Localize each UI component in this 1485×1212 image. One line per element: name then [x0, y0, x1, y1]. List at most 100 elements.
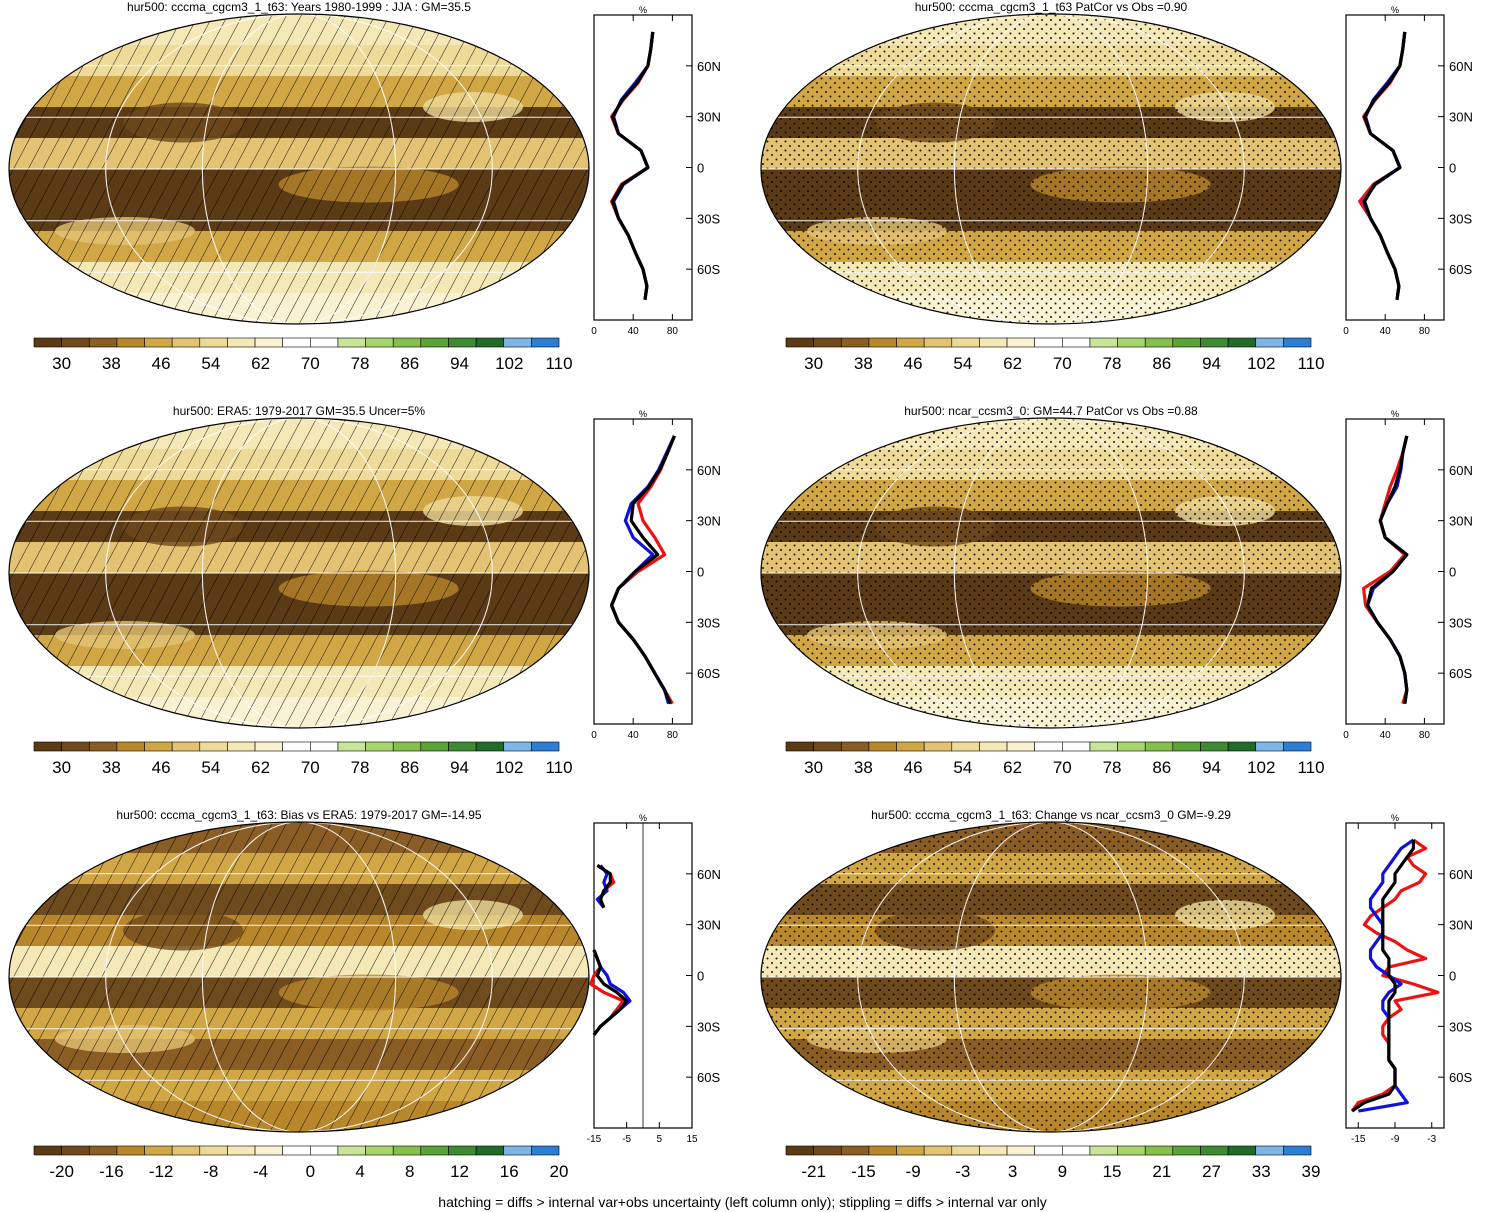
panel-title-3: hur500: ERA5: 1979-2017 GM=35.5 Uncer=5% [172, 404, 426, 418]
colorbar-swatch [448, 1145, 477, 1156]
lat-tick-label: 60S [1449, 262, 1472, 277]
colorbar-label: 27 [1202, 1162, 1221, 1181]
profile-axis-label: % [639, 409, 647, 419]
lat-tick-label: 30N [1449, 110, 1473, 125]
colorbar-swatch [813, 1145, 842, 1156]
profile-tick-label: 80 [1419, 326, 1431, 337]
colorbar-swatch [1006, 337, 1035, 348]
colorbar-label: 12 [450, 1162, 469, 1181]
profile-tick-label: 40 [628, 326, 640, 337]
zonal-profile: % 60N 30N 0 30S 60S 0 40 80 [1343, 409, 1473, 741]
profile-tick-label: 0 [591, 326, 597, 337]
colorbar-label: 78 [1103, 354, 1122, 373]
colorbar-swatch [420, 1145, 449, 1156]
colorbar-swatch [392, 741, 422, 752]
colorbar-label: 86 [1152, 354, 1171, 373]
colorbar-swatch [868, 1145, 897, 1156]
colorbar-swatch [1062, 1145, 1091, 1156]
colorbar-swatch [813, 337, 842, 348]
map [761, 14, 1341, 324]
colorbar-swatch [61, 337, 90, 348]
colorbar-swatch [227, 741, 256, 752]
colorbar-swatch [282, 1145, 311, 1156]
map [9, 822, 589, 1132]
colorbar-label: 70 [301, 354, 320, 373]
lat-tick-label: 60N [1449, 59, 1473, 74]
colorbar-swatch [785, 1145, 814, 1156]
colorbar-label: 62 [1003, 758, 1022, 777]
colorbar-label: 94 [1202, 354, 1221, 373]
profile-tick-label: -15 [587, 1134, 602, 1145]
colorbar-swatch [840, 337, 870, 348]
colorbar-swatch [1089, 337, 1118, 348]
colorbar-swatch [448, 741, 477, 752]
profile-line-black [1351, 839, 1415, 1113]
colorbar-swatch [365, 741, 394, 752]
colorbar-swatch [923, 337, 953, 348]
profile-axis-label: % [639, 5, 647, 15]
colorbar-label: 62 [251, 758, 270, 777]
lat-tick-label: 60N [1449, 463, 1473, 478]
lat-tick-label: 60S [697, 262, 720, 277]
panel-3: 30 38 46 54 62 70 78 86 94 102 110% 60N 30N 0 30S 60S 0 4… [8, 409, 721, 777]
panel-2: 30 38 46 54 62 70 78 86 94 102 110% 60N 30N 0 30S 60S 0 4… [760, 5, 1473, 373]
colorbar-swatch [1200, 741, 1229, 752]
colorbar-swatch [531, 337, 560, 348]
colorbar-swatch [420, 741, 449, 752]
colorbar-swatch [1172, 741, 1201, 752]
colorbar-label: -12 [149, 1162, 174, 1181]
lat-tick-label: 60S [697, 666, 720, 681]
colorbar-label: 110 [545, 354, 572, 373]
profile-tick-label: 5 [657, 1134, 663, 1145]
lat-tick-label: 60S [1449, 666, 1472, 681]
profile-line-black [610, 435, 676, 705]
colorbar-swatch [337, 1145, 366, 1156]
colorbar-swatch [1062, 337, 1091, 348]
colorbar-swatch [199, 741, 228, 752]
colorbar-swatch [116, 337, 145, 348]
profile-axis-label: % [1391, 813, 1399, 823]
zonal-profile: % 60N 30N 0 30S 60S 0 40 80 [1343, 5, 1473, 337]
colorbar-swatch [503, 741, 532, 752]
lat-tick-label: 0 [697, 969, 704, 984]
colorbar-swatch [1089, 741, 1118, 752]
colorbar-label: 62 [251, 354, 270, 373]
profile-line-black [592, 864, 629, 1036]
lat-tick-label: 60S [697, 1070, 720, 1085]
lat-tick-label: 30S [697, 1019, 720, 1034]
profile-tick-label: 15 [686, 1134, 698, 1145]
colorbar-swatch [365, 337, 394, 348]
colorbar-label: 62 [1003, 354, 1022, 373]
colorbar-swatch [254, 741, 283, 752]
map-outline [8, 13, 590, 325]
colorbar-label: 30 [52, 758, 71, 777]
colorbar-swatch [144, 1145, 173, 1156]
colorbar-label: 110 [1297, 354, 1324, 373]
colorbar-swatch [951, 741, 980, 752]
colorbar-label: 0 [306, 1162, 315, 1181]
colorbar-swatch [979, 1145, 1008, 1156]
figure-caption: hatching = diffs > internal var+obs unce… [438, 1194, 1047, 1210]
colorbar-swatch [475, 741, 505, 752]
map [9, 14, 589, 324]
colorbar-label: 38 [102, 758, 121, 777]
colorbar-swatch [88, 741, 118, 752]
colorbar-swatch [503, 1145, 532, 1156]
colorbar-swatch [144, 337, 173, 348]
panel-title-4: hur500: ncar_ccsm3_0: GM=44.7 PatCor vs … [904, 404, 1198, 418]
colorbar-swatch [116, 1145, 145, 1156]
profile-line-blue [592, 864, 632, 1036]
colorbar-swatch [1144, 1145, 1174, 1156]
profile-tick-label: 40 [1380, 730, 1392, 741]
map-outline [8, 417, 590, 729]
panel-title-5: hur500: cccma_cgcm3_1_t63: Bias vs ERA5:… [116, 808, 482, 822]
profile-tick-label: -9 [1391, 1134, 1400, 1145]
colorbar-swatch [1172, 1145, 1201, 1156]
lat-tick-label: 30S [697, 211, 720, 226]
colorbar-label: 86 [1152, 758, 1171, 777]
colorbar-swatch [171, 741, 201, 752]
colorbar-swatch [337, 741, 366, 752]
lat-tick-label: 0 [1449, 565, 1456, 580]
zonal-profile: % 60N 30N 0 30S 60S -15 -5 5 15 [587, 813, 721, 1145]
